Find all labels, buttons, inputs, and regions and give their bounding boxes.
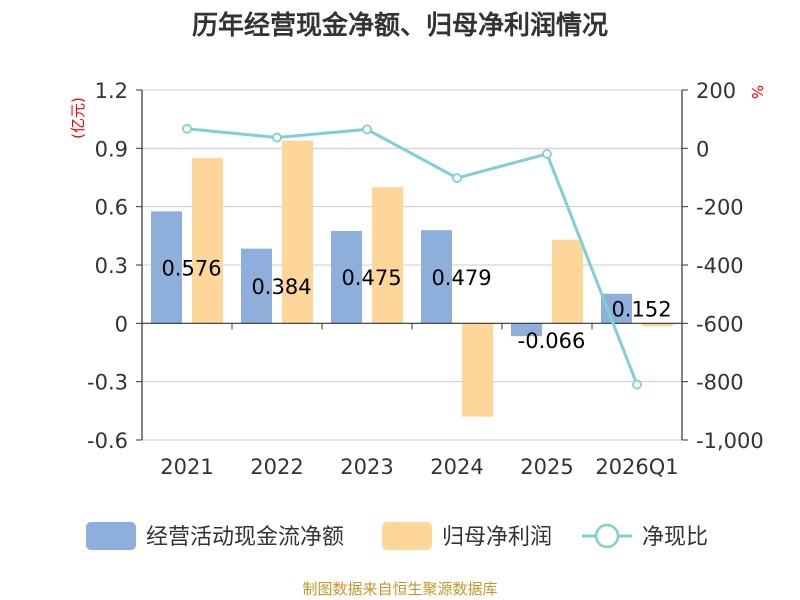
ratio-point (272, 132, 282, 143)
legend-label-net-profit: 归母净利润 (442, 525, 552, 550)
right-tick-label: -1,000 (696, 429, 764, 453)
left-tick-label: 0.6 (95, 196, 128, 220)
ratio-point (542, 148, 552, 159)
bar-net-profit (372, 187, 403, 324)
data-label-cashflow: -0.066 (518, 329, 586, 353)
ratio-line (186, 127, 639, 386)
bars-layer (151, 140, 673, 417)
data-label-cashflow: 0.384 (251, 275, 311, 299)
bar-cashflow (331, 230, 362, 324)
ratio-point (452, 173, 462, 183)
left-tick-label: 0 (115, 312, 128, 336)
bar-cashflow (421, 230, 452, 324)
left-axis-unit: (亿元) (69, 97, 87, 139)
data-label-cashflow: 0.576 (161, 256, 221, 280)
ratio-point (632, 379, 642, 390)
gridlines (142, 89, 682, 441)
data-label-cashflow: 0.479 (431, 266, 491, 290)
right-tick-label: -400 (696, 254, 744, 278)
data-label-cashflow: 0.152 (611, 298, 671, 322)
bar-net-profit (462, 323, 493, 417)
bar-net-profit (282, 140, 313, 324)
bar-cashflow (511, 323, 542, 337)
bar-net-profit (552, 239, 583, 324)
legend-swatch-cashflow (86, 522, 136, 550)
legend-label-ratio: 净现比 (642, 525, 708, 550)
left-tick-label: -0.3 (87, 371, 128, 395)
ratio-line-layer (182, 123, 642, 390)
x-tick-label: 2025 (520, 455, 573, 479)
axes-layer: 1.2 0.9 0.6 0.3 0 -0.3 -0.6 200 0 -200 -400 -600 -80… (87, 79, 764, 479)
bar-cashflow (151, 211, 182, 324)
data-labels-layer: 0.576 0.384 0.475 0.479 -0.066 0.152 (161, 256, 671, 353)
right-tick-label: -600 (696, 312, 744, 336)
legend-swatch-net-profit (382, 522, 432, 550)
left-tick-label: 0.3 (95, 254, 128, 278)
x-tick-label: 2021 (160, 455, 213, 479)
left-tick-label: 1.2 (95, 79, 128, 103)
legend-item-ratio[interactable]: 净现比 (582, 523, 708, 550)
right-tick-label: 0 (696, 137, 709, 161)
x-tick-label: 2024 (430, 455, 483, 479)
right-axis-unit: % (748, 85, 766, 99)
ratio-point (362, 124, 372, 135)
left-tick-label: -0.6 (87, 429, 128, 453)
legend-item-cashflow[interactable]: 经营活动现金流净额 (86, 522, 344, 550)
right-tick-label: -200 (696, 196, 744, 220)
bar-net-profit (192, 158, 223, 324)
legend-label-cashflow: 经营活动现金流净额 (146, 525, 344, 550)
data-label-cashflow: 0.475 (341, 266, 401, 290)
legend-marker-ratio (594, 523, 620, 549)
bar-net-profit (642, 323, 673, 327)
right-tick-label: 200 (696, 79, 736, 103)
chart-title: 历年经营现金净额、归母净利润情况 (192, 10, 608, 41)
legend: 经营活动现金流净额 归母净利润 净现比 (86, 522, 708, 550)
left-tick-label: 0.9 (95, 137, 128, 161)
x-tick-label: 2022 (250, 455, 303, 479)
source-note: 制图数据来自恒生聚源数据库 (302, 580, 497, 598)
right-tick-label: -800 (696, 371, 744, 395)
x-tick-label: 2026Q1 (595, 455, 678, 479)
bar-cashflow (241, 248, 272, 324)
legend-item-net-profit[interactable]: 归母净利润 (382, 522, 552, 550)
x-tick-label: 2023 (340, 455, 393, 479)
ratio-point (182, 123, 192, 134)
